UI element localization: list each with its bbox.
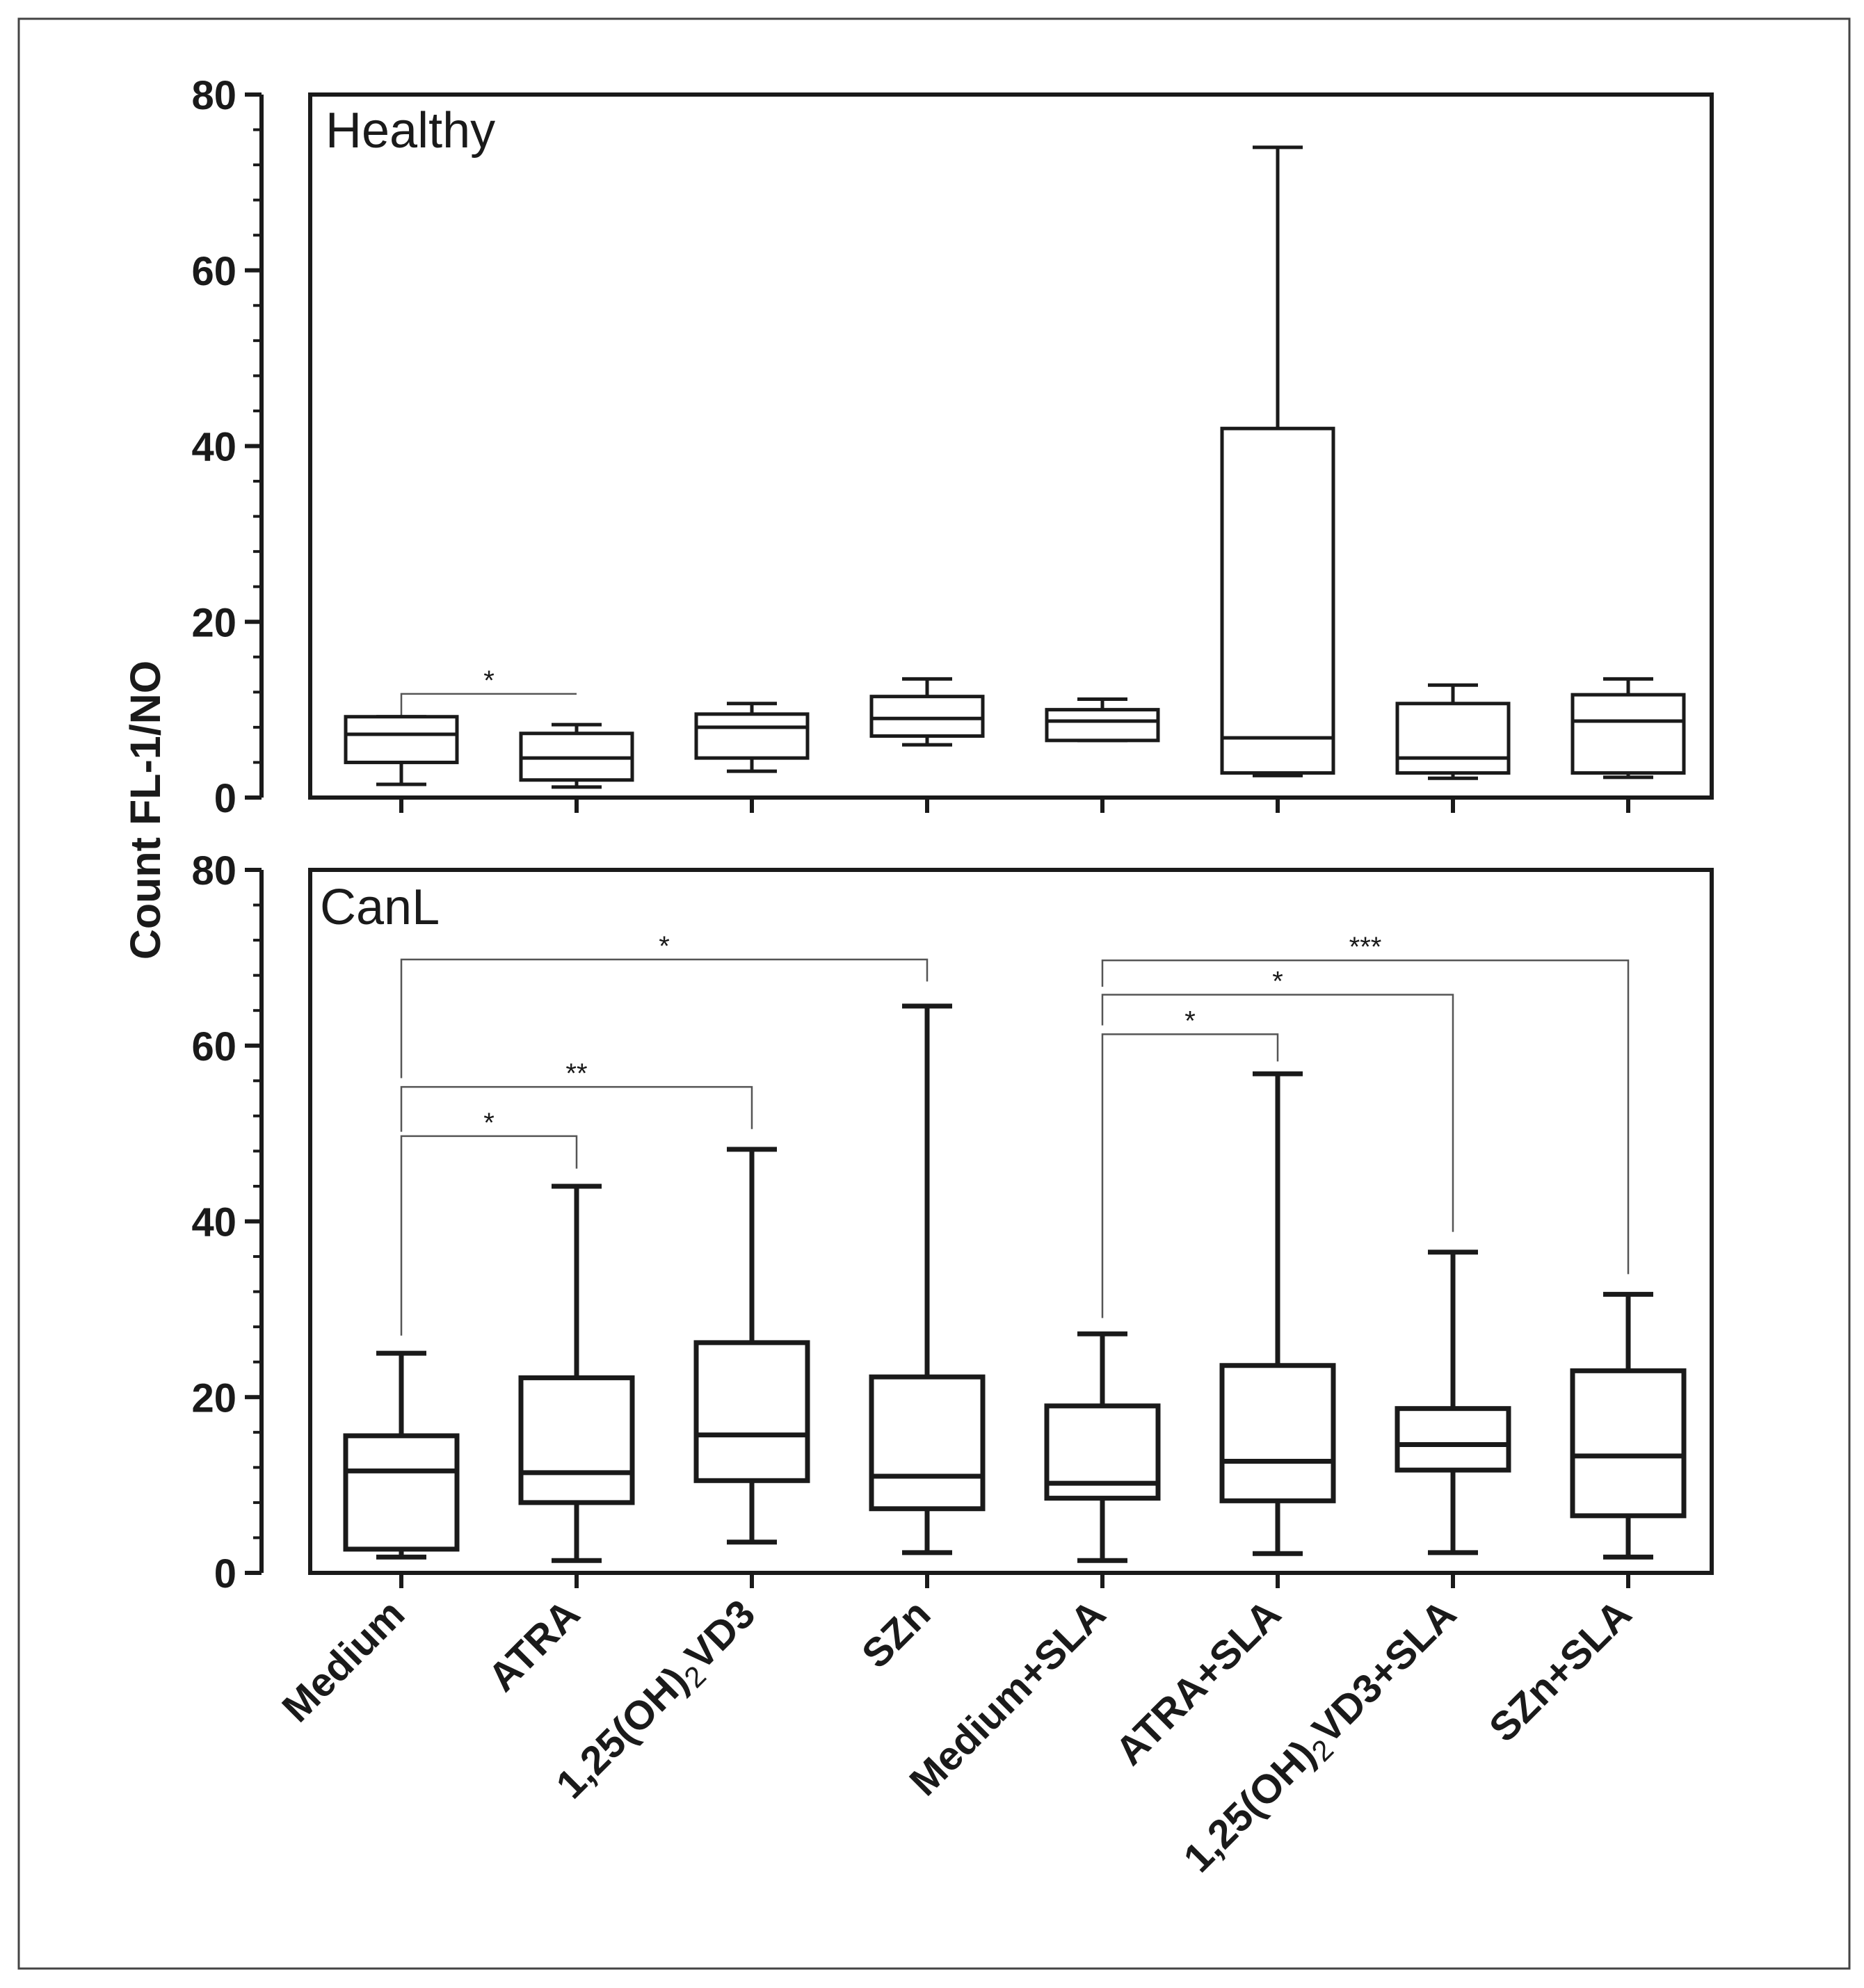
iqr-box bbox=[869, 695, 985, 738]
plot-frame bbox=[308, 868, 1714, 1575]
panel-healthy: Healthy 0 20 40 60 80 * bbox=[191, 73, 1714, 821]
significance-brackets: ********* bbox=[400, 931, 1630, 1336]
plot-frame bbox=[308, 92, 1714, 800]
box-szn-sla bbox=[1570, 1291, 1687, 1560]
y-axis: 0 20 40 60 80 bbox=[191, 73, 264, 821]
significance-label: * bbox=[659, 931, 670, 962]
iqr-box bbox=[1045, 708, 1160, 743]
iqr-box bbox=[1395, 1406, 1511, 1473]
box-1-25-oh--vd3 bbox=[694, 702, 810, 773]
iqr-box bbox=[1220, 426, 1335, 775]
iqr-box bbox=[518, 1375, 635, 1505]
box-1-25-oh--vd3-sla bbox=[1395, 1250, 1511, 1555]
box-1-25-oh--vd3 bbox=[693, 1147, 810, 1545]
box-plots bbox=[344, 145, 1686, 789]
y-tick-label: 80 bbox=[191, 848, 236, 894]
y-tick-label: 60 bbox=[191, 249, 236, 294]
y-tick-label: 0 bbox=[214, 776, 236, 821]
y-tick-label: 20 bbox=[191, 600, 236, 645]
significance-label: * bbox=[483, 665, 495, 696]
box-szn bbox=[869, 1003, 986, 1555]
significance-bracket bbox=[1101, 1033, 1279, 1318]
panel-title: CanL bbox=[320, 880, 440, 935]
significance-bracket bbox=[400, 1135, 578, 1336]
outer-frame bbox=[17, 17, 1851, 1970]
box-medium-sla bbox=[1044, 1331, 1161, 1563]
iqr-box bbox=[1570, 1368, 1687, 1519]
iqr-box bbox=[694, 712, 810, 760]
significance-bracket bbox=[400, 693, 577, 722]
y-axis-label: Count FL-1/NO bbox=[122, 661, 169, 960]
box-plots bbox=[343, 1003, 1687, 1563]
x-ticks bbox=[399, 798, 1630, 813]
box-medium-sla bbox=[1045, 697, 1160, 743]
significance-bracket bbox=[1101, 959, 1630, 1275]
significance-bracket bbox=[1101, 994, 1454, 1232]
significance-label: * bbox=[483, 1108, 495, 1138]
iqr-box bbox=[869, 1374, 986, 1512]
y-tick-label: 0 bbox=[214, 1551, 236, 1597]
significance-label: * bbox=[1272, 966, 1283, 996]
box-medium bbox=[343, 1350, 460, 1560]
iqr-box bbox=[1219, 1363, 1336, 1503]
significance-label: *** bbox=[1349, 932, 1382, 962]
y-tick-label: 60 bbox=[191, 1024, 236, 1069]
box-szn-sla bbox=[1570, 677, 1686, 779]
y-tick-label: 40 bbox=[191, 1200, 236, 1245]
box-atra bbox=[519, 722, 634, 789]
y-axis: 0 20 40 60 80 bbox=[191, 848, 264, 1597]
significance-bracket bbox=[400, 1085, 753, 1132]
iqr-box bbox=[693, 1340, 810, 1483]
box-szn bbox=[869, 677, 985, 747]
significance-label: ** bbox=[565, 1058, 587, 1089]
significance-label: * bbox=[1184, 1005, 1196, 1036]
y-tick-label: 40 bbox=[191, 425, 236, 470]
significance-bracket bbox=[400, 958, 929, 1078]
iqr-box bbox=[1395, 702, 1511, 775]
box-1-25-oh--vd3-sla bbox=[1395, 683, 1511, 780]
y-tick-label: 20 bbox=[191, 1375, 236, 1421]
panel-title: Healthy bbox=[326, 103, 495, 159]
box-atra bbox=[518, 1183, 635, 1563]
box-medium bbox=[344, 715, 459, 786]
x-ticks bbox=[399, 1573, 1630, 1588]
iqr-box bbox=[343, 1433, 460, 1552]
box-atra-sla bbox=[1219, 1071, 1336, 1556]
box-atra-sla bbox=[1220, 145, 1335, 777]
y-tick-label: 80 bbox=[191, 73, 236, 118]
iqr-box bbox=[344, 715, 459, 764]
iqr-box bbox=[1570, 693, 1686, 775]
significance-brackets: * bbox=[400, 665, 577, 722]
